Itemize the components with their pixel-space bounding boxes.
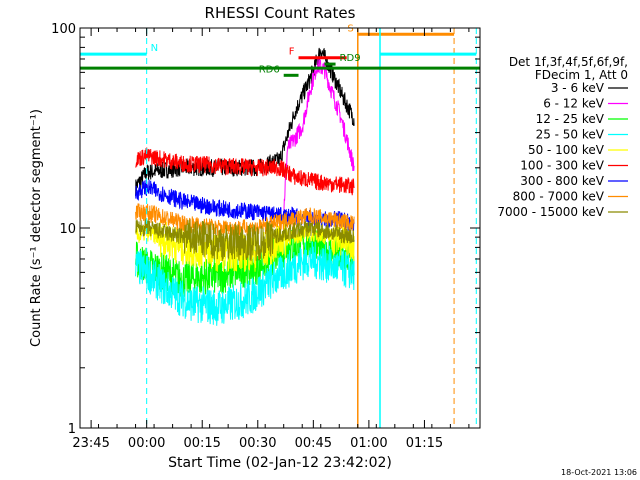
legend-entry-label-2: 12 - 25 keV: [536, 112, 605, 126]
legend-entry-label-3: 25 - 50 keV: [536, 128, 605, 142]
legend-header-1: FDecim 1, Att 0: [535, 68, 628, 82]
x-tick-label-0: 23:45: [72, 436, 109, 451]
x-tick-label-2: 00:15: [183, 436, 220, 451]
y-tick-label-2: 100: [51, 22, 76, 37]
annotation-label-1: S: [347, 23, 353, 34]
series-line-1: [283, 57, 355, 218]
series-line-8: [135, 218, 355, 262]
timestamp-footer: 18-Oct-2021 13:06: [561, 468, 637, 477]
series-line-3: [135, 241, 355, 326]
annotation-label-4: RD9: [340, 53, 361, 64]
legend: Det 1f,3f,4f,5f,6f,9f,FDecim 1, Att 03 -…: [497, 55, 628, 219]
annotation-label-0: N: [151, 43, 158, 54]
axis-ticks: 23:45 00:00 00:15 00:30 00:45 01:00 01:15 1 10 10…: [51, 22, 480, 451]
annotation-layer: N S F RD9 RD6: [80, 23, 480, 428]
series-line-5: [135, 147, 355, 196]
x-axis-label: Start Time (02-Jan-12 23:42:02): [168, 455, 392, 471]
y-tick-label-1: 10: [59, 222, 76, 237]
legend-header-0: Det 1f,3f,4f,5f,6f,9f,: [509, 55, 628, 69]
y-tick-label-0: 1: [68, 422, 76, 437]
annotation-label-5: RD6: [259, 64, 280, 75]
plot-area: [135, 47, 355, 326]
series-line-7: [135, 203, 355, 238]
legend-entry-label-5: 100 - 300 keV: [520, 159, 604, 173]
x-tick-label-4: 00:45: [295, 436, 332, 451]
legend-entry-label-6: 300 - 800 keV: [520, 174, 604, 188]
legend-entry-label-0: 3 - 6 keV: [551, 81, 605, 95]
chart-title: RHESSI Count Rates: [205, 4, 356, 22]
y-axis-label: Count Rate (s⁻¹ detector segment⁻¹): [29, 109, 44, 347]
legend-entry-label-1: 6 - 12 keV: [543, 97, 605, 111]
legend-entry-label-4: 50 - 100 keV: [528, 143, 605, 157]
x-tick-label-1: 00:00: [128, 436, 165, 451]
legend-entry-label-7: 800 - 7000 keV: [513, 190, 605, 204]
x-tick-label-6: 01:15: [406, 436, 443, 451]
x-tick-label-3: 00:30: [239, 436, 276, 451]
legend-entry-label-8: 7000 - 15000 keV: [497, 205, 604, 219]
annotation-label-3: F: [289, 47, 295, 58]
x-tick-label-5: 01:00: [350, 436, 387, 451]
